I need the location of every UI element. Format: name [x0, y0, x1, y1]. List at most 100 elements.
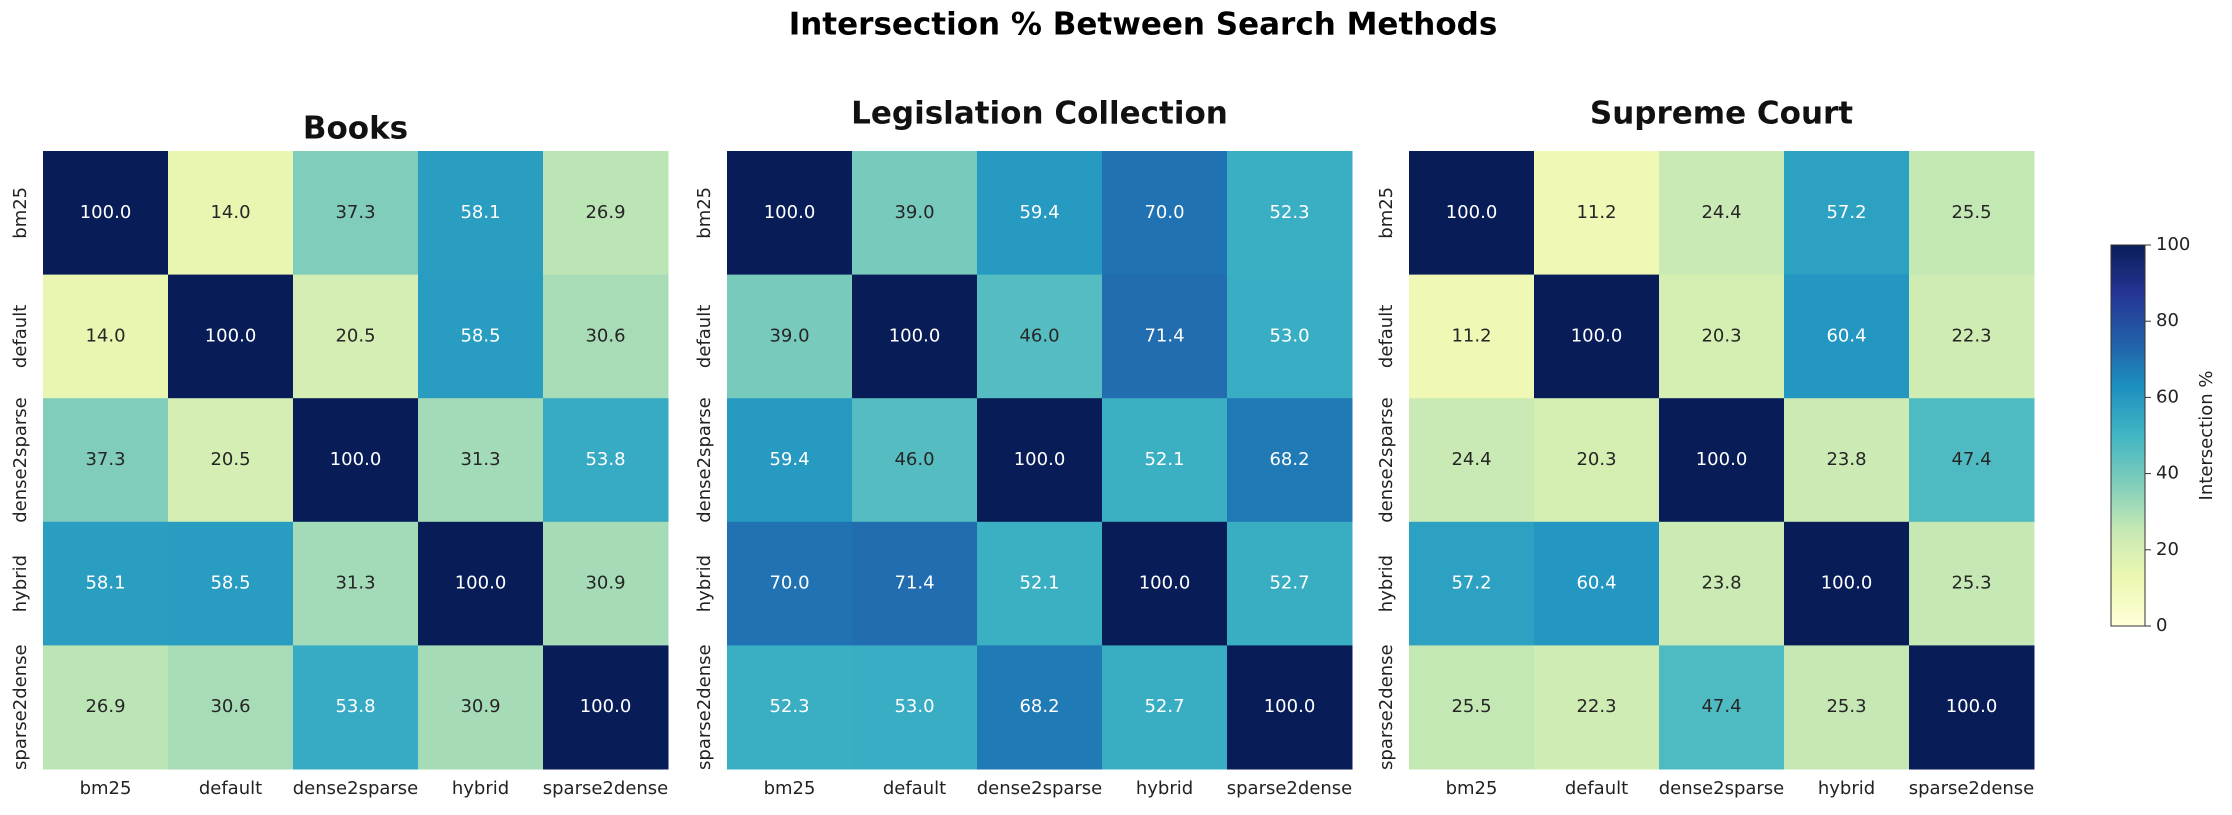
cell-label: 100.0 [1696, 449, 1748, 470]
heatmap-cell [727, 645, 853, 770]
cell-label: 100.0 [764, 202, 816, 223]
cell-label: 24.4 [1451, 449, 1491, 470]
y-tick-label: bm25 [10, 187, 31, 239]
x-tick-label: default [883, 778, 946, 799]
heatmap-cell [727, 398, 853, 523]
cell-label: 52.1 [1019, 573, 1059, 594]
x-tick-label: default [199, 778, 262, 799]
cell-label: 20.3 [1576, 449, 1616, 470]
cell-label: 37.3 [335, 202, 375, 223]
cell-label: 39.0 [769, 325, 809, 346]
colorbar-tick-label: 40 [2156, 463, 2179, 484]
heatmap-cell [1909, 274, 2035, 399]
heatmap-cell [418, 398, 544, 523]
heatmap-cell [1659, 645, 1785, 770]
heatmap-cell [852, 398, 978, 523]
heatmap-cell [1534, 398, 1660, 523]
heatmap-cell [418, 151, 544, 276]
cell-label: 30.9 [460, 696, 500, 717]
cell-label: 100.0 [1821, 573, 1873, 594]
heatmap-cell [1659, 521, 1785, 646]
y-tick-label: default [694, 305, 715, 368]
x-tick-label: bm25 [764, 778, 816, 799]
heatmap-cell [727, 521, 853, 646]
cell-label: 52.1 [1144, 449, 1184, 470]
x-tick-label: sparse2dense [1909, 778, 2035, 799]
cell-label: 100.0 [1946, 696, 1998, 717]
cell-label: 100.0 [1264, 696, 1316, 717]
heatmap-cell [1659, 274, 1785, 399]
cell-label: 26.9 [585, 202, 625, 223]
heatmap-cell [852, 521, 978, 646]
heatmap-cell [1784, 521, 1910, 646]
y-tick-label: bm25 [1376, 187, 1397, 239]
x-tick-label: sparse2dense [1227, 778, 1353, 799]
heatmap-cell [293, 645, 419, 770]
heatmap-cell [543, 521, 669, 646]
heatmap-cell [43, 398, 169, 523]
heatmap-cell [1784, 398, 1910, 523]
heatmap-cell [727, 274, 853, 399]
cell-label: 58.1 [85, 573, 125, 594]
heatmap-cell [727, 151, 853, 276]
cell-label: 100.0 [580, 696, 632, 717]
cell-label: 52.3 [769, 696, 809, 717]
y-tick-label: dense2sparse [694, 397, 715, 523]
panel-title: Supreme Court [1590, 96, 1853, 132]
cell-label: 52.3 [1269, 202, 1309, 223]
heatmap-cell [1409, 645, 1535, 770]
y-tick-label: sparse2dense [10, 644, 31, 770]
heatmap-cell [977, 645, 1103, 770]
heatmap-cell [977, 398, 1103, 523]
cell-label: 100.0 [889, 325, 941, 346]
cell-label: 53.0 [1269, 325, 1309, 346]
heatmap-cell [1227, 521, 1353, 646]
heatmap-cell [852, 151, 978, 276]
x-tick-label: hybrid [1818, 778, 1875, 799]
cell-label: 30.6 [210, 696, 250, 717]
heatmap-panel: Legislation Collection 100.0 39.0 59.4 70.0 5… [694, 96, 1353, 799]
cell-label: 57.2 [1826, 202, 1866, 223]
heatmap-cell [543, 398, 669, 523]
colorbar-tick-label: 20 [2156, 539, 2179, 560]
cell-label: 11.2 [1576, 202, 1616, 223]
heatmap-panel: Supreme Court 100.0 11.2 24.4 57.2 25.5 11.2 10… [1376, 96, 2035, 799]
cell-label: 100.0 [1014, 449, 1066, 470]
cell-label: 68.2 [1019, 696, 1059, 717]
heatmap-cell [1102, 398, 1228, 523]
cell-label: 25.5 [1451, 696, 1491, 717]
cell-label: 100.0 [80, 202, 132, 223]
cell-label: 60.4 [1826, 325, 1866, 346]
heatmap-cell [1102, 645, 1228, 770]
cell-label: 58.5 [210, 573, 250, 594]
heatmap-cell [1227, 398, 1353, 523]
x-tick-label: bm25 [80, 778, 132, 799]
heatmap-cell [418, 274, 544, 399]
y-tick-label: sparse2dense [1376, 644, 1397, 770]
cell-label: 47.4 [1701, 696, 1741, 717]
cell-label: 68.2 [1269, 449, 1309, 470]
heatmap-cell [543, 645, 669, 770]
cell-label: 20.5 [335, 325, 375, 346]
cell-label: 30.6 [585, 325, 625, 346]
colorbar-label: Intersection % [2196, 371, 2217, 501]
heatmap-cell [1909, 151, 2035, 276]
cell-label: 20.3 [1701, 325, 1741, 346]
cell-label: 53.0 [894, 696, 934, 717]
cell-label: 52.7 [1269, 573, 1309, 594]
cell-label: 58.5 [460, 325, 500, 346]
y-tick-label: hybrid [1376, 555, 1397, 612]
heatmap-cell [1534, 521, 1660, 646]
y-tick-label: default [10, 305, 31, 368]
cell-label: 100.0 [1571, 325, 1623, 346]
cell-label: 71.4 [894, 573, 934, 594]
colorbar [2110, 244, 2146, 627]
colorbar-tick-label: 60 [2156, 386, 2179, 407]
heatmap-cell [1409, 274, 1535, 399]
cell-label: 22.3 [1576, 696, 1616, 717]
heatmap-cell [1227, 151, 1353, 276]
cell-label: 53.8 [585, 449, 625, 470]
cell-label: 23.8 [1826, 449, 1866, 470]
heatmap-cell [1409, 151, 1535, 276]
